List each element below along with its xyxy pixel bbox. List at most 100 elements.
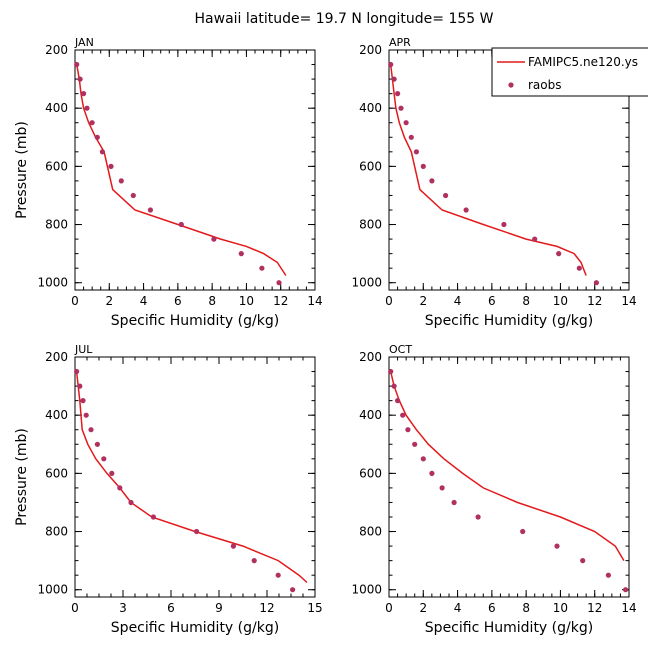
y-axis-label: Pressure (mb)	[14, 428, 30, 526]
raobs-point	[118, 178, 124, 184]
raobs-point	[556, 251, 562, 257]
raobs-point	[230, 543, 236, 549]
raobs-point	[395, 91, 401, 97]
raobs-point	[251, 558, 257, 564]
y-tick-label: 600	[45, 466, 68, 480]
raobs-point	[605, 572, 612, 578]
x-tick-label: 10	[239, 294, 254, 308]
raobs-point	[593, 280, 600, 286]
y-tick-label: 400	[45, 408, 68, 422]
y-tick-label: 1000	[351, 276, 382, 290]
x-tick-label: 4	[454, 294, 462, 308]
legend-obs-label: raobs	[528, 78, 562, 92]
raobs-point	[623, 587, 629, 593]
y-tick-label: 800	[359, 218, 382, 232]
raobs-point	[109, 470, 115, 476]
raobs-point	[276, 280, 282, 286]
raobs-point	[259, 265, 265, 271]
x-tick-label: 2	[419, 294, 427, 308]
legend: FAMIPC5.ne120.ys raobs	[491, 47, 648, 97]
raobs-point	[554, 543, 560, 549]
raobs-point	[130, 192, 136, 199]
raobs-point	[501, 221, 507, 228]
raobs-point	[88, 427, 94, 433]
raobs-point	[405, 427, 411, 433]
raobs-point	[451, 499, 457, 506]
panel-jul: 0 3 6 9 12 15 200 400 600 800 1000 JUL Specific Humi…	[14, 343, 323, 636]
plot-frame	[388, 356, 630, 598]
x-tick-label: 4	[454, 601, 462, 615]
raobs-point	[532, 236, 538, 242]
raobs-point	[77, 76, 83, 82]
raobs-point	[388, 61, 394, 68]
x-tick-label: 10	[553, 294, 568, 308]
model-line	[389, 371, 625, 561]
y-tick-label: 800	[45, 218, 68, 232]
raobs-point	[101, 456, 107, 462]
x-axis-label: Specific Humidity (g/kg)	[425, 620, 593, 636]
x-axis-label: Specific Humidity (g/kg)	[111, 313, 279, 329]
panel-label: JAN	[74, 36, 94, 49]
y-tick-label: 200	[359, 43, 382, 57]
x-tick-label: 2	[105, 294, 113, 308]
raobs-point	[429, 470, 435, 476]
x-tick-label: 6	[167, 601, 175, 615]
raobs-point	[403, 120, 409, 126]
raobs-point	[475, 514, 481, 520]
panel-label: JUL	[74, 343, 93, 356]
raobs-point	[99, 149, 105, 155]
x-tick-label: 12	[259, 601, 274, 615]
raobs-point	[108, 163, 114, 169]
raobs-point	[74, 61, 80, 68]
raobs-point	[463, 207, 469, 213]
x-tick-label: 15	[307, 601, 322, 615]
x-tick-label: 12	[587, 294, 602, 308]
raobs-point	[150, 514, 156, 520]
raobs-point	[238, 251, 244, 257]
panel-label: OCT	[389, 343, 412, 356]
panel-jan: 0 2 4 6 8 10 12 14 200 400 600 800 1000 JAN Specific H…	[14, 36, 323, 329]
raobs-point	[83, 412, 89, 418]
x-tick-label: 0	[385, 294, 393, 308]
x-tick-label: 8	[522, 294, 530, 308]
raobs-point	[576, 265, 582, 271]
legend-box	[491, 47, 648, 97]
x-tick-label: 0	[385, 601, 393, 615]
x-tick-label: 12	[587, 601, 602, 615]
raobs-point	[391, 76, 397, 82]
raobs-point	[74, 368, 80, 375]
raobs-point	[194, 528, 200, 535]
y-tick-label: 800	[359, 525, 382, 539]
raobs-point	[429, 178, 435, 184]
raobs-point	[275, 572, 281, 578]
y-tick-label: 1000	[37, 583, 68, 597]
raobs-point	[290, 587, 296, 593]
y-axis-label: Pressure (mb)	[14, 121, 30, 219]
raobs-point	[439, 485, 445, 491]
raobs-point	[84, 105, 90, 111]
raobs-point	[117, 485, 123, 491]
panels: 0 2 4 6 8 10 12 14 200 400 600 800 1000 JAN Specific H…	[14, 36, 637, 636]
raobs-point	[77, 383, 83, 389]
x-tick-label: 2	[419, 601, 427, 615]
raobs-point	[420, 163, 426, 169]
x-tick-label: 4	[140, 294, 148, 308]
y-tick-label: 200	[45, 43, 68, 57]
y-tick-label: 200	[359, 350, 382, 364]
raobs-point	[391, 383, 397, 389]
x-tick-label: 9	[215, 601, 223, 615]
x-tick-label: 14	[307, 294, 322, 308]
raobs-point	[413, 149, 419, 155]
panel-label: APR	[389, 36, 411, 49]
legend-obs-marker	[508, 82, 514, 88]
x-tick-label: 6	[174, 294, 182, 308]
raobs-point	[211, 236, 217, 242]
x-tick-label: 12	[273, 294, 288, 308]
raobs-point	[580, 558, 586, 564]
y-tick-label: 800	[45, 525, 68, 539]
raobs-point	[443, 192, 449, 199]
raobs-point	[178, 221, 184, 228]
raobs-point	[94, 134, 100, 140]
y-tick-label: 400	[359, 408, 382, 422]
raobs-point	[94, 441, 100, 447]
